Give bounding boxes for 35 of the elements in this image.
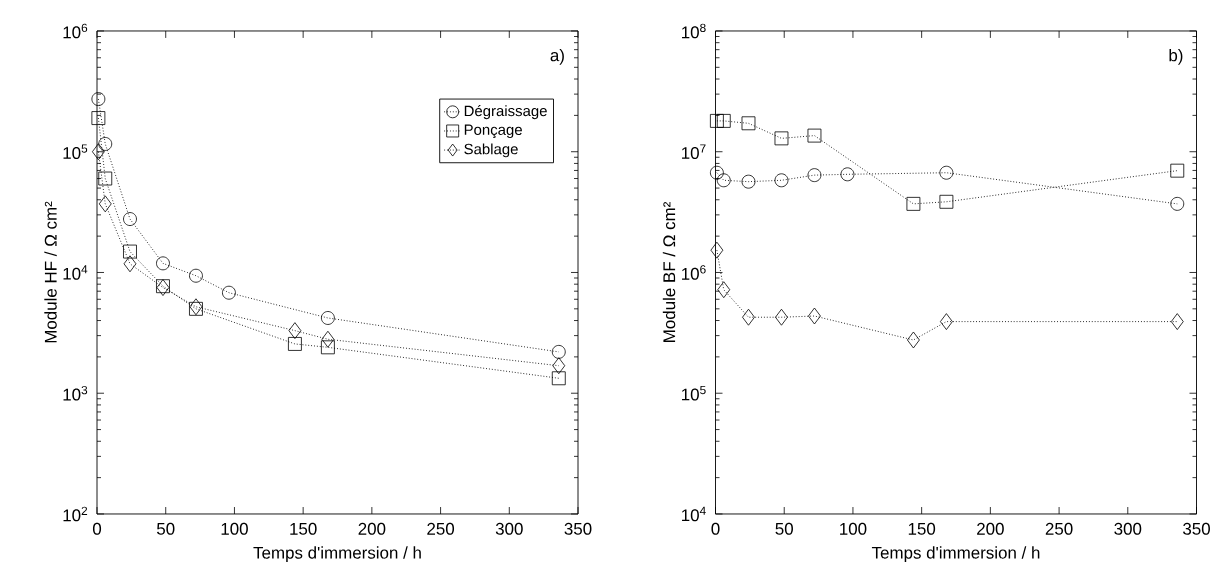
x-tick-label: 100 — [221, 522, 248, 535]
y-axis-title: Module BF / Ω cm² — [662, 202, 676, 342]
x-tick-label: 150 — [908, 522, 936, 535]
x-tick-label: 50 — [775, 522, 793, 535]
annotation: a) — [550, 48, 564, 65]
y-tick-label: 10$^{2}$ — [63, 506, 88, 522]
x-tick-label: 250 — [1045, 522, 1073, 535]
y-tick-label: 10$^{8}$ — [682, 23, 706, 39]
y-tick-label: 10$^{4}$ — [682, 506, 706, 522]
legend-label: Sablage — [464, 143, 518, 158]
x-tick-label: 100 — [840, 522, 867, 535]
y-tick-label: 10$^{3}$ — [63, 385, 88, 401]
x-tick-label: 0 — [711, 522, 720, 535]
x-tick-label: 350 — [1183, 522, 1210, 535]
x-tick-label: 50 — [156, 522, 175, 535]
y-axis-title: Module HF / Ω cm² — [44, 201, 57, 343]
annotation: b) — [1169, 48, 1183, 65]
x-tick-label: 300 — [1114, 522, 1142, 535]
y-tick-label: 10$^{6}$ — [682, 265, 706, 280]
x-tick-label: 0 — [92, 522, 102, 535]
x-tick-label: 300 — [495, 522, 523, 535]
x-tick-label: 350 — [564, 522, 592, 535]
y-tick-label: 10$^{5}$ — [682, 385, 706, 401]
y-tick-label: 10$^{5}$ — [63, 144, 88, 160]
x-tick-label: 250 — [427, 522, 455, 535]
x-tick-label: 150 — [290, 522, 317, 535]
x-axis-title: Temps d'immersion / h — [253, 546, 421, 563]
legend-label: Ponçage — [464, 124, 522, 139]
x-tick-label: 200 — [358, 522, 386, 535]
y-tick-label: 10$^{7}$ — [682, 144, 706, 160]
y-tick-label: 10$^{6}$ — [63, 23, 88, 39]
legend-label: Dégraissage — [464, 105, 547, 120]
x-tick-label: 200 — [977, 522, 1004, 535]
y-tick-label: 10$^{4}$ — [63, 265, 88, 280]
x-axis-title: Temps d'immersion / h — [871, 546, 1040, 563]
